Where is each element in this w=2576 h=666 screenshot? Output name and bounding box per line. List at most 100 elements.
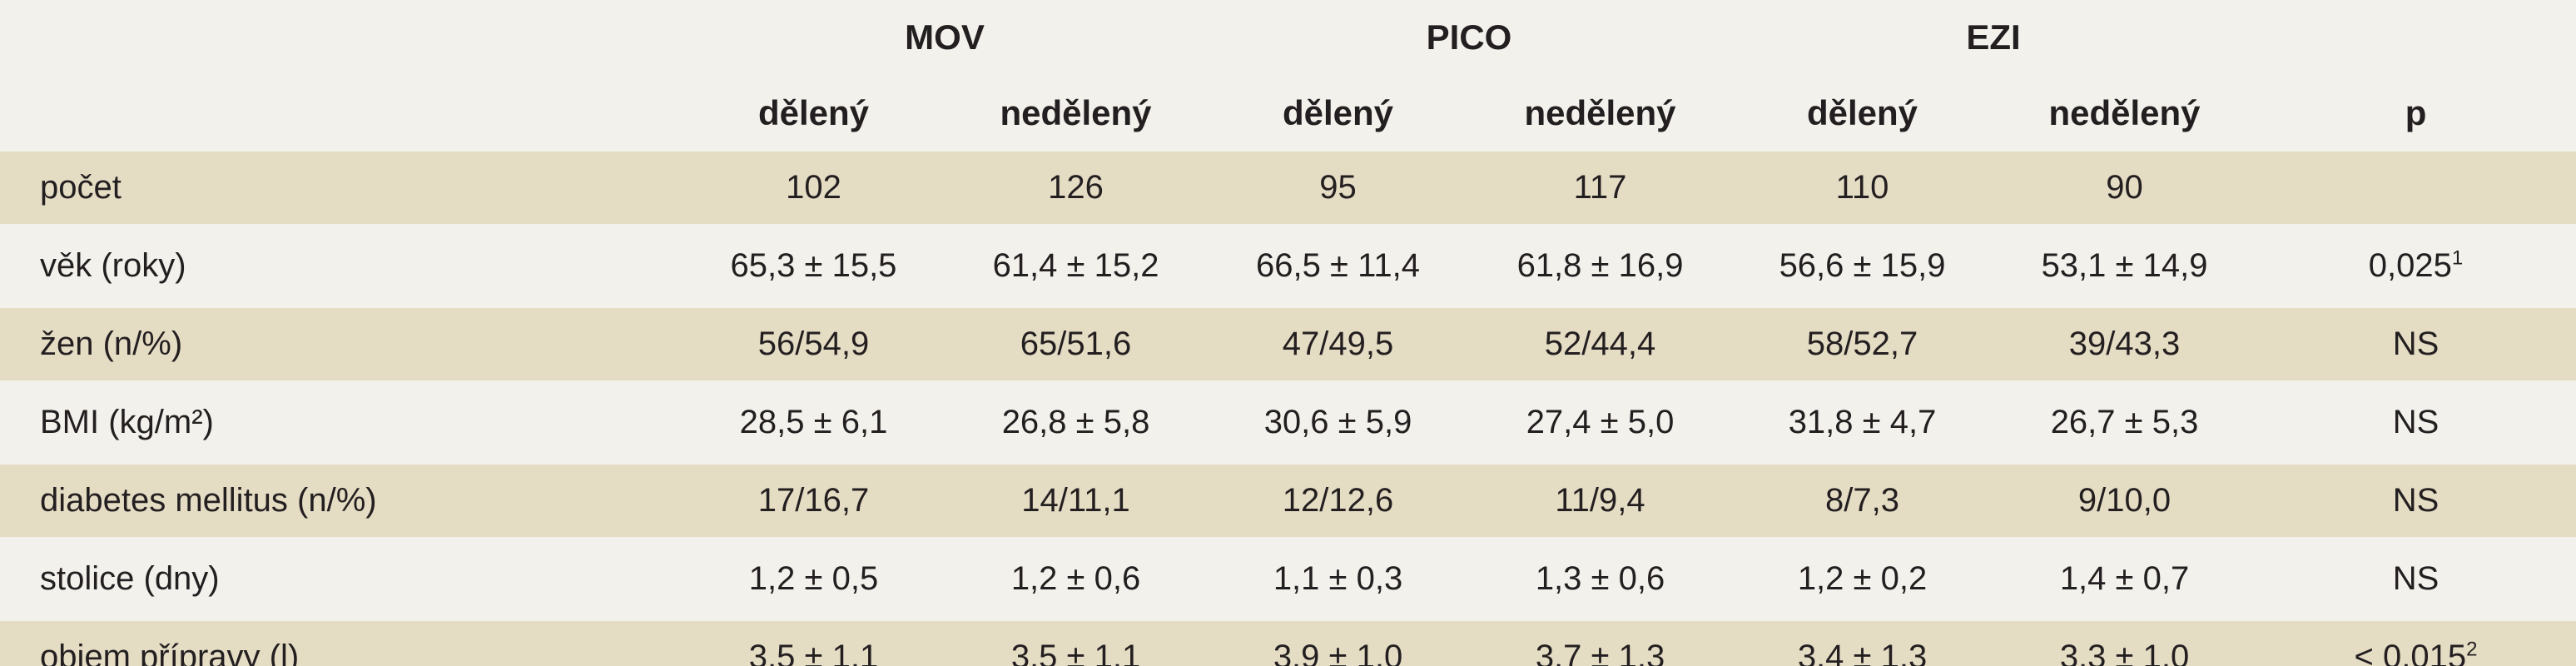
sub-header-p: p (2405, 93, 2427, 132)
table-cell: 28,5 ± 6,1 (682, 386, 945, 459)
table-cell: 30,6 ± 5,9 (1207, 386, 1470, 459)
row-label: stolice (dny) (0, 543, 682, 615)
row-gap-cell (0, 459, 2576, 465)
row-gap-cell (0, 615, 2576, 621)
table-cell: 61,4 ± 15,2 (945, 230, 1208, 302)
table-cell: 102 (682, 152, 945, 224)
table-cell: 65,3 ± 15,5 (682, 230, 945, 302)
table-row: diabetes mellitus (n/%) 17/16,7 14/11,1 12/… (0, 465, 2576, 537)
p-value: NS (2392, 326, 2440, 362)
p-value-cell: 0,0251 (2256, 230, 2576, 302)
table-cell: 11/9,4 (1469, 465, 1732, 537)
table-cell: 90 (1993, 152, 2256, 224)
table-cell: 31,8 ± 4,7 (1731, 386, 1994, 459)
p-value-cell: NS (2256, 386, 2576, 459)
sub-header-mov-deleny: dělený (757, 93, 870, 132)
row-gap-cell (0, 302, 2576, 308)
row-label: diabetes mellitus (n/%) (0, 465, 682, 537)
p-value-footnote-mark: 1 (2451, 246, 2464, 270)
row-label: věk (roky) (0, 230, 682, 302)
table-cell: 3,3 ± 1,0 (1993, 621, 2256, 666)
table-cell: 26,8 ± 5,8 (945, 386, 1208, 459)
sub-header-pico-nedeleny: nedělený (1524, 93, 1676, 132)
sub-header-ezi-deleny: dělený (1806, 93, 1918, 132)
header-empty-cell (2256, 0, 2576, 75)
table-cell: 66,5 ± 11,4 (1207, 230, 1470, 302)
group-header-pico: PICO (1426, 17, 1512, 57)
p-value-cell: NS (2256, 308, 2576, 380)
group-header-row: MOV PICO EZI (0, 0, 2576, 75)
table-row: počet 102 126 95 117 110 90 (0, 152, 2576, 224)
table-cell: 58/52,7 (1731, 308, 1994, 380)
group-header-ezi: EZI (1966, 17, 2021, 57)
table-cell: 1,2 ± 0,5 (682, 543, 945, 615)
table-cell: 3,5 ± 1,1 (682, 621, 945, 666)
table-row: stolice (dny) 1,2 ± 0,5 1,2 ± 0,6 1,1 ± 0,3… (0, 543, 2576, 615)
table-cell: 117 (1469, 152, 1732, 224)
table-cell: 26,7 ± 5,3 (1993, 386, 2256, 459)
row-label: objem přípravy (l) (0, 621, 682, 666)
row-gap (0, 224, 2576, 230)
row-label: BMI (kg/m²) (0, 386, 682, 459)
table-cell: 1,2 ± 0,2 (1731, 543, 1994, 615)
sub-header-ezi-nedeleny: nedělený (2048, 93, 2201, 132)
table-cell: 47/49,5 (1207, 308, 1470, 380)
table-cell: 3,5 ± 1,1 (945, 621, 1208, 666)
table-cell: 56,6 ± 15,9 (1731, 230, 1994, 302)
table-row: objem přípravy (l) 3,5 ± 1,1 3,5 ± 1,1 3,9 … (0, 621, 2576, 666)
table-cell: 52/44,4 (1469, 308, 1732, 380)
row-gap (0, 380, 2576, 386)
table-cell: 61,8 ± 16,9 (1469, 230, 1732, 302)
table-cell: 1,4 ± 0,7 (1993, 543, 2256, 615)
p-value-cell: < 0,0152 (2256, 621, 2576, 666)
table-cell: 126 (945, 152, 1208, 224)
p-value-cell: NS (2256, 465, 2576, 537)
table-row: věk (roky) 65,3 ± 15,5 61,4 ± 15,2 66,5 ± 1… (0, 230, 2576, 302)
sub-header-mov-nedeleny: nedělený (1000, 93, 1152, 132)
p-value-cell: NS (2256, 543, 2576, 615)
group-header-mov: MOV (905, 17, 985, 57)
table-cell: 3,9 ± 1,0 (1207, 621, 1470, 666)
header-empty-cell (0, 0, 682, 75)
table-cell: 14/11,1 (945, 465, 1208, 537)
p-value: NS (2392, 404, 2440, 440)
table-cell: 1,2 ± 0,6 (945, 543, 1208, 615)
table-cell: 56/54,9 (682, 308, 945, 380)
p-value: < 0,015 (2354, 639, 2467, 666)
p-value: NS (2392, 482, 2440, 519)
sub-header-pico-deleny: dělený (1282, 93, 1394, 132)
row-gap (0, 302, 2576, 308)
table-cell: 3,7 ± 1,3 (1469, 621, 1732, 666)
table-row: žen (n/%) 56/54,9 65/51,6 47/49,5 52/44,4 58/… (0, 308, 2576, 380)
table-cell: 110 (1731, 152, 1994, 224)
row-gap (0, 615, 2576, 621)
sub-header-row: dělený nedělený dělený nedělený dělený n… (0, 75, 2576, 152)
row-gap-cell (0, 537, 2576, 543)
row-label: žen (n/%) (0, 308, 682, 380)
row-gap-cell (0, 224, 2576, 230)
table-cell: 39/43,3 (1993, 308, 2256, 380)
table-cell: 65/51,6 (945, 308, 1208, 380)
p-value: 0,025 (2368, 247, 2452, 284)
table-cell: 1,1 ± 0,3 (1207, 543, 1470, 615)
table-cell: 12/12,6 (1207, 465, 1470, 537)
table-cell: 27,4 ± 5,0 (1469, 386, 1732, 459)
table-cell: 95 (1207, 152, 1470, 224)
table-cell: 8/7,3 (1731, 465, 1994, 537)
table-cell: 17/16,7 (682, 465, 945, 537)
row-gap-cell (0, 380, 2576, 386)
row-gap (0, 459, 2576, 465)
row-label: počet (0, 152, 682, 224)
table-cell: 53,1 ± 14,9 (1993, 230, 2256, 302)
table-cell: 3,4 ± 1,3 (1731, 621, 1994, 666)
row-gap (0, 537, 2576, 543)
p-value-cell (2256, 152, 2576, 224)
header-empty-cell (0, 75, 682, 152)
table-cell: 9/10,0 (1993, 465, 2256, 537)
table-row: BMI (kg/m²) 28,5 ± 6,1 26,8 ± 5,8 30,6 ± 5,… (0, 386, 2576, 459)
p-value: NS (2392, 560, 2440, 597)
p-value-footnote-mark: 2 (2466, 638, 2478, 661)
table-cell: 1,3 ± 0,6 (1469, 543, 1732, 615)
